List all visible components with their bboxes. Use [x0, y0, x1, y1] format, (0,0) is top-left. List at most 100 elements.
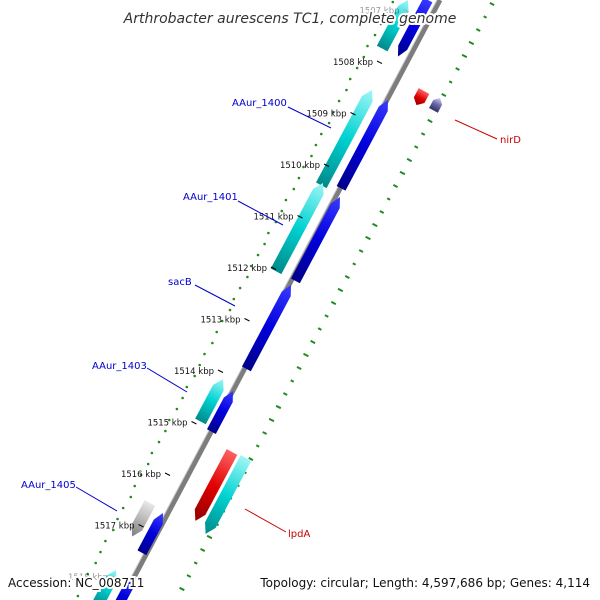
gc-skew-dash [441, 93, 447, 97]
gene-aaur-1399-fwd[interactable] [376, 0, 413, 52]
gc-dot [366, 44, 369, 48]
gc-dot [175, 407, 179, 411]
gc-skew-dash [379, 210, 385, 214]
gc-dot [284, 198, 288, 202]
gc-skew-dash [372, 222, 378, 228]
gc-skew-dash [475, 28, 481, 32]
topology-text: Topology: circular; Length: 4,597,686 bp… [259, 576, 590, 590]
gc-dot [263, 242, 266, 246]
gene-label-aaur-1405[interactable]: AAur_1405 [21, 480, 76, 491]
gc-dot [373, 33, 377, 37]
gc-dot [86, 572, 89, 576]
tick-label: 1516 kbp [121, 470, 161, 480]
tick-label: 1511 kbp [253, 213, 293, 223]
tick-mark [350, 112, 356, 116]
tick-mark [323, 163, 330, 167]
gene-sacb[interactable] [241, 283, 295, 372]
gene-aaur-1400-rev[interactable] [336, 98, 393, 191]
gc-dot [82, 583, 85, 587]
gc-skew-dash [427, 118, 433, 124]
gene-aaur-1405-rev[interactable] [137, 511, 167, 556]
gc-dot [203, 352, 206, 356]
gc-dot [112, 528, 115, 532]
gc-skew-dash [330, 300, 337, 306]
gc-dot [337, 99, 341, 103]
gene-label-sacb[interactable]: sacB [168, 277, 192, 288]
gc-skew-dash [358, 249, 364, 253]
gene-aaur-1403-rev[interactable] [206, 389, 237, 434]
gene-aaur-1405-pseudo[interactable] [127, 500, 156, 539]
gc-dot [292, 187, 296, 191]
gc-skew-dashes [179, 2, 495, 592]
gc-skew-dash [290, 379, 295, 383]
gene-label-lpda[interactable]: lpdA [288, 529, 310, 540]
gc-skew-dash [344, 275, 350, 279]
gene-nird-red[interactable] [411, 88, 430, 108]
gc-dot [116, 517, 119, 521]
tick-label: 1512 kbp [227, 264, 267, 274]
gene-aaur-1403-fwd[interactable] [195, 376, 228, 425]
gene-nird-purple[interactable] [429, 96, 444, 113]
gc-skew-dash [206, 534, 213, 540]
gene-bottom-blue[interactable] [109, 576, 138, 600]
gc-skew-dash [461, 53, 468, 59]
gc-dot [139, 473, 143, 477]
gc-dot [157, 440, 161, 444]
gc-dot [220, 319, 224, 323]
gc-dot [129, 495, 133, 499]
gc-skew-dash [310, 339, 316, 345]
gc-dot [76, 594, 80, 598]
tick-mark [270, 266, 277, 270]
gc-skew-dash [179, 586, 185, 592]
gc-dot [302, 165, 305, 169]
gc-dot [164, 429, 167, 433]
gc-content-dots [76, 0, 395, 598]
gc-dot [314, 143, 318, 147]
tick-mark [244, 318, 250, 322]
tick-mark [217, 369, 224, 373]
gc-dot [249, 264, 253, 268]
gc-dot [185, 385, 189, 389]
gene-aaur-1399-rev[interactable] [394, 0, 433, 59]
gene-aaur-1401-rev[interactable] [290, 195, 344, 284]
gc-skew-dash [248, 457, 254, 461]
gene-label-aaur-1403[interactable]: AAur_1403 [92, 361, 147, 372]
gc-skew-dash [352, 262, 357, 266]
tick-label: 1507 kbp [359, 7, 399, 17]
map-title: Arthrobacter aurescens TC1, complete gen… [123, 11, 457, 27]
gene-lpda-red[interactable] [190, 449, 238, 524]
gc-dot [331, 110, 335, 114]
gc-skew-dash [392, 184, 399, 188]
tick-label: 1515 kbp [147, 419, 187, 429]
coordinate-ticks: 1507 kbp 1508 kbp 1509 kbp 1510 kbp 1511 kbp… [68, 7, 409, 583]
gene-label-aaur-1400[interactable]: AAur_1400 [232, 98, 287, 109]
gc-skew-dash [365, 235, 371, 241]
gc-dot [181, 396, 184, 400]
gene-aaur-1401-fwd[interactable] [270, 180, 329, 275]
tick-mark [191, 421, 197, 425]
gene-aaur-1400-fwd[interactable] [315, 87, 377, 189]
tick-mark [138, 524, 144, 528]
tick-mark [403, 9, 409, 13]
gc-dot [355, 66, 359, 70]
gc-skew-dash [255, 444, 260, 448]
gene-label-aaur-1401[interactable]: AAur_1401 [183, 192, 238, 203]
gc-dot [104, 539, 107, 543]
gene-bottom-cyan[interactable] [91, 567, 121, 600]
tick-label: 1513 kbp [200, 316, 240, 326]
gene-lpda-cyan[interactable] [200, 455, 252, 537]
gc-dot [267, 231, 270, 235]
gc-skew-dash [282, 392, 288, 396]
gc-skew-dash [468, 40, 475, 46]
gc-skew-dash [317, 327, 322, 331]
gc-dot [320, 132, 323, 136]
gc-skew-dash [324, 314, 329, 318]
gc-skew-dash [268, 417, 275, 423]
gene-label-nird[interactable]: nirD [500, 135, 521, 146]
tick-label: 1508 kbp [333, 58, 373, 68]
tick-label: 1517 kbp [94, 522, 134, 532]
tick-label: 1510 kbp [280, 161, 320, 171]
gc-dot [383, 11, 387, 15]
gc-skew-dash [186, 574, 192, 578]
